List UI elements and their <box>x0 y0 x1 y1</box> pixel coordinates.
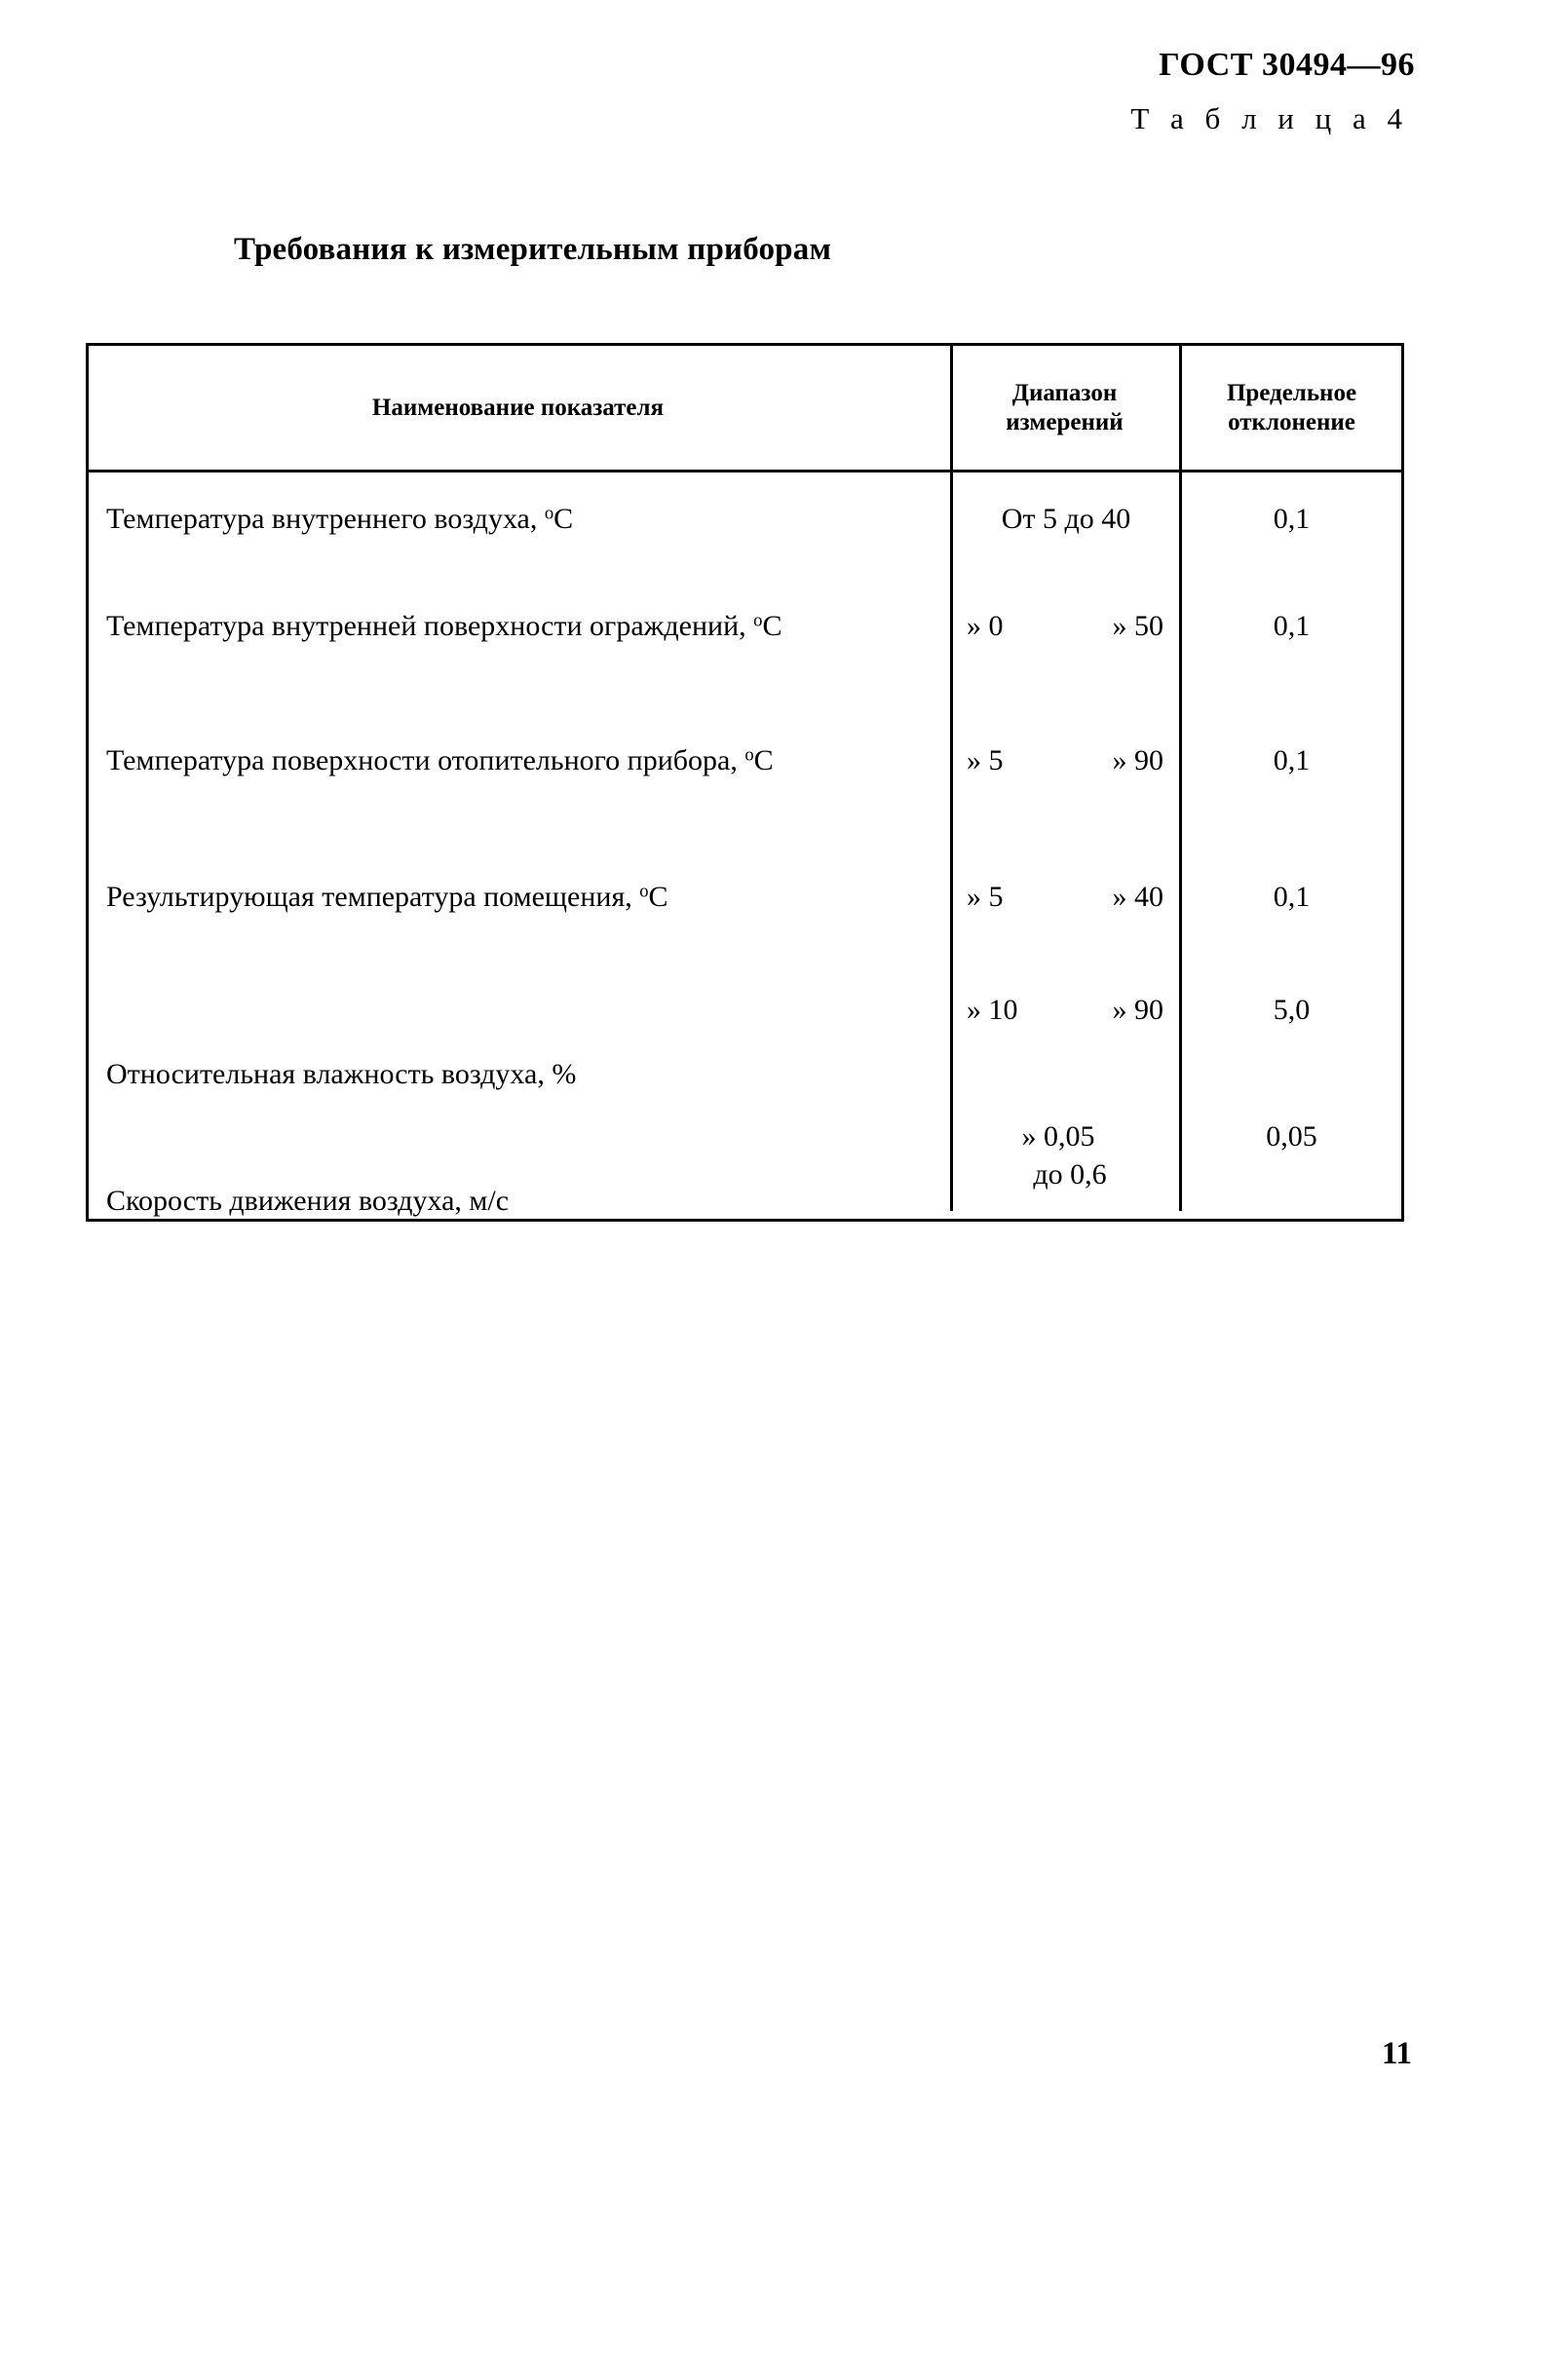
row-deviation-value: 5,0 <box>1273 994 1311 1026</box>
row-range-to: » 90 <box>1112 744 1164 776</box>
row-range-value: » 5 » 40 <box>955 878 1177 916</box>
row-range-from: » 5 <box>967 744 1004 776</box>
requirements-table: Наименование показателя Диапазон измерен… <box>86 343 1404 1222</box>
row-range-value: » 0,05 до 0,6 <box>955 1117 1177 1193</box>
column-header-deviation-line2: отклонение <box>1228 408 1355 435</box>
row-indicator-name: Скорость движения воздуха, м/с <box>106 1182 931 1220</box>
standard-code-header: ГОСТ 30494—96 <box>1159 47 1415 83</box>
column-header-deviation: Предельное отклонение <box>1179 346 1401 470</box>
row-deviation-value: 0,1 <box>1273 503 1311 535</box>
degree-icon: o <box>753 610 763 631</box>
column-header-range-line1: Диапазон <box>1011 380 1118 406</box>
page-number: 11 <box>1381 2036 1412 2071</box>
column-header-name-label: Наименование показателя <box>371 394 665 421</box>
column-divider-deviation <box>1179 472 1182 1211</box>
row-unit-text: С <box>648 881 668 913</box>
table-caption-number: Т а б л и ц а 4 <box>1130 101 1409 135</box>
row-range-to: » 90 <box>1112 994 1164 1026</box>
row-range-from: » 5 <box>967 881 1004 913</box>
degree-icon: o <box>544 503 554 524</box>
row-indicator-name: Температура внутреннего воздуха, oС <box>106 500 931 538</box>
column-header-name: Наименование показателя <box>89 346 947 470</box>
row-deviation-value: 0,05 <box>1266 1120 1317 1152</box>
row-range-value: » 0 » 50 <box>955 607 1177 645</box>
row-range-from: » 0 <box>967 610 1004 642</box>
row-indicator-text: Результирующая температура помещения, <box>106 881 640 913</box>
row-range-text: От 5 до 40 <box>1001 503 1131 535</box>
table-row: Относительная влажность воздуха, % » 10 … <box>89 991 1401 1117</box>
table-body: Температура внутреннего воздуха, oС От 5… <box>89 472 1401 1219</box>
row-indicator-text: Температура внутренней поверхности ограж… <box>106 610 754 642</box>
table-row: Температура внутреннего воздуха, oС От 5… <box>89 472 1401 584</box>
row-deviation-value: 0,1 <box>1273 744 1311 776</box>
row-range-line2: до 0,6 <box>1033 1158 1107 1190</box>
table-row: Скорость движения воздуха, м/с » 0,05 до… <box>89 1117 1401 1283</box>
column-header-deviation-label: Предельное отклонение <box>1227 379 1356 436</box>
column-header-range-label: Диапазон измерений <box>1006 379 1123 436</box>
row-indicator-name: Результирующая температура помещения, oС <box>106 878 931 916</box>
row-range-to: » 50 <box>1112 610 1164 642</box>
row-range-value: » 5 » 90 <box>955 741 1177 779</box>
degree-icon: o <box>639 881 649 902</box>
row-unit-text: С <box>553 503 574 535</box>
row-indicator-text: Температура поверхности отопительного пр… <box>106 744 745 776</box>
row-indicator-text: Относительная влажность воздуха, % <box>106 1058 577 1090</box>
column-header-range-line2: измерений <box>1006 408 1124 435</box>
table-row: Температура внутренней поверхности ограж… <box>89 584 1401 720</box>
row-unit-text: С <box>762 610 782 642</box>
column-header-deviation-line1: Предельное <box>1226 380 1357 406</box>
row-range-from: » 10 <box>967 994 1018 1026</box>
degree-icon: o <box>744 744 754 766</box>
row-deviation-value: 0,1 <box>1273 881 1311 913</box>
row-deviation-value: 0,1 <box>1273 610 1311 642</box>
table-row: Температура поверхности отопительного пр… <box>89 720 1401 856</box>
table-row: Результирующая температура помещения, oС… <box>89 856 1401 991</box>
column-divider-range <box>950 472 953 1211</box>
row-range-value: » 10 » 90 <box>955 991 1177 1029</box>
row-indicator-name: Температура внутренней поверхности ограж… <box>106 607 931 645</box>
row-range-to: » 40 <box>1112 881 1164 913</box>
row-indicator-text: Скорость движения воздуха, м/с <box>106 1185 510 1217</box>
row-indicator-name: Температура поверхности отопительного пр… <box>106 741 931 779</box>
table-header-row: Наименование показателя Диапазон измерен… <box>89 346 1401 472</box>
row-unit-text: С <box>753 744 774 776</box>
table-title: Требования к измерительным приборам <box>234 232 832 267</box>
column-header-range: Диапазон измерений <box>950 346 1176 470</box>
row-range-line1: » 0,05 <box>1021 1120 1095 1152</box>
row-indicator-name: Относительная влажность воздуха, % <box>106 1055 931 1093</box>
row-range-value: От 5 до 40 <box>955 500 1177 538</box>
row-indicator-text: Температура внутреннего воздуха, <box>106 503 545 535</box>
